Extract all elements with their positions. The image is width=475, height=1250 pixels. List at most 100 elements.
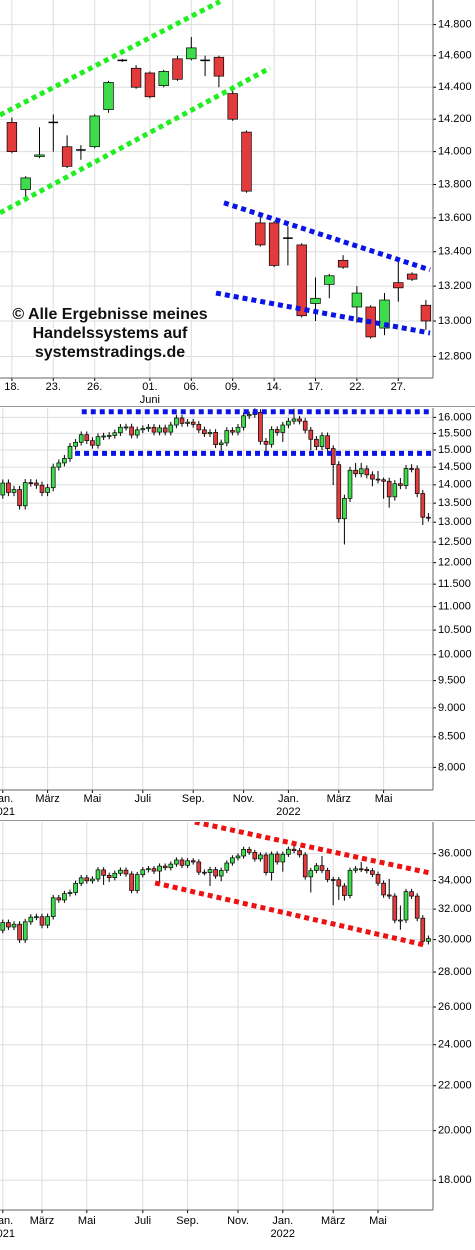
y-tick-label: 13.800 bbox=[438, 178, 472, 190]
candle-body bbox=[118, 869, 123, 874]
candle-body bbox=[314, 865, 319, 871]
candle-body bbox=[90, 878, 95, 882]
candle-body bbox=[174, 859, 179, 865]
plot-area bbox=[0, 408, 432, 545]
x-tick-label: Jan. bbox=[0, 793, 13, 805]
y-tick-label: 14.000 bbox=[438, 146, 472, 158]
candle-body bbox=[185, 421, 190, 424]
candle-body bbox=[420, 917, 426, 942]
candle-body bbox=[172, 58, 183, 80]
candle-body bbox=[274, 429, 280, 433]
candle-body bbox=[22, 482, 28, 507]
y-tick-label: 9.000 bbox=[438, 702, 466, 714]
candle-body bbox=[342, 885, 347, 896]
candle-body bbox=[319, 435, 325, 447]
candle-body bbox=[224, 862, 230, 871]
candle-body bbox=[112, 872, 118, 879]
candle-body bbox=[0, 482, 6, 496]
candle-body bbox=[258, 854, 263, 860]
candle-body bbox=[95, 436, 101, 446]
y-tick-label: 34.000 bbox=[438, 874, 472, 886]
y-tick-label: 14.200 bbox=[438, 113, 472, 125]
x-tick-label: Mai bbox=[78, 1215, 96, 1227]
x-tick-label: Juli bbox=[135, 793, 152, 805]
candle-body bbox=[17, 489, 22, 507]
trend-line bbox=[194, 822, 431, 876]
candle-body bbox=[6, 482, 11, 493]
candle-body bbox=[50, 897, 56, 917]
candle-body bbox=[112, 432, 118, 436]
y-tick-label: 24.000 bbox=[438, 1039, 472, 1051]
x-tick-label: 18. bbox=[4, 381, 19, 393]
candle-body bbox=[67, 445, 73, 459]
y-tick-label: 14.800 bbox=[438, 18, 472, 30]
candle-body bbox=[103, 82, 114, 110]
candle-body bbox=[230, 857, 235, 864]
candle-body bbox=[235, 426, 241, 433]
candle-body bbox=[426, 938, 431, 942]
y-tick-label: 22.000 bbox=[438, 1080, 472, 1092]
candle-body bbox=[286, 848, 291, 855]
candle-body bbox=[78, 434, 84, 443]
y-tick-label: 18.000 bbox=[438, 1174, 472, 1186]
watermark: © Alle Ergebnisse meines bbox=[12, 306, 207, 323]
candle-body bbox=[179, 417, 185, 424]
candle-body bbox=[179, 859, 185, 866]
candle-body bbox=[252, 851, 258, 860]
candle-body bbox=[20, 177, 31, 190]
x-tick-label: Nov. bbox=[233, 793, 255, 805]
candle-body bbox=[129, 873, 134, 891]
y-tick-label: 20.000 bbox=[438, 1125, 472, 1137]
y-tick-label: 11.000 bbox=[438, 601, 471, 613]
watermark: systemstradings.de bbox=[35, 344, 185, 361]
candle-body bbox=[34, 916, 39, 919]
candle-body bbox=[213, 56, 225, 77]
candle-body bbox=[227, 93, 238, 120]
candle-body bbox=[11, 489, 17, 493]
candle-body bbox=[280, 853, 286, 863]
candle-body bbox=[90, 440, 95, 446]
candle-body bbox=[375, 478, 381, 481]
candle-body bbox=[84, 877, 90, 882]
candle-body bbox=[190, 860, 196, 863]
candle-body bbox=[129, 426, 134, 436]
candle-body bbox=[337, 259, 349, 268]
candle-body bbox=[56, 897, 62, 901]
candle-body bbox=[403, 891, 409, 921]
x-tick-label: Mai bbox=[369, 1215, 387, 1227]
y-tick-label: 28.000 bbox=[438, 966, 472, 978]
candle-body bbox=[358, 468, 364, 475]
candle-body bbox=[330, 879, 336, 881]
watermark: Handelssystems auf bbox=[33, 325, 188, 342]
candle-body bbox=[162, 427, 168, 433]
candle-body bbox=[185, 860, 190, 866]
x-tick-label: März bbox=[327, 793, 351, 805]
trend-line bbox=[223, 200, 431, 273]
y-tick-label: 36.000 bbox=[438, 848, 472, 860]
candle-body bbox=[207, 869, 213, 873]
candle-body bbox=[62, 458, 67, 464]
candle-body bbox=[45, 487, 50, 493]
candle-body bbox=[255, 222, 266, 246]
candle-body bbox=[39, 484, 45, 493]
candle-body bbox=[224, 430, 230, 444]
candle-body bbox=[144, 72, 156, 98]
candle-body bbox=[140, 428, 146, 431]
candle-body bbox=[50, 466, 56, 489]
x-tick-label: 14. bbox=[266, 381, 281, 393]
candle-body bbox=[280, 424, 286, 433]
y-tick-label: 13.000 bbox=[438, 516, 472, 528]
x-tick-label: 06. bbox=[184, 381, 199, 393]
x-sublabel: 2021 bbox=[0, 1228, 15, 1240]
x-tick-label: Mai bbox=[375, 793, 393, 805]
x-tick-label: Jan. bbox=[278, 793, 299, 805]
candle-body bbox=[268, 222, 280, 266]
x-sublabel: 2021 bbox=[0, 806, 15, 818]
candle-body bbox=[134, 429, 140, 436]
candle-body bbox=[269, 429, 274, 445]
candle-body bbox=[28, 482, 34, 485]
y-tick-label: 13.600 bbox=[438, 212, 472, 224]
candle-body bbox=[308, 429, 314, 440]
x-tick-label: 26. bbox=[87, 381, 102, 393]
